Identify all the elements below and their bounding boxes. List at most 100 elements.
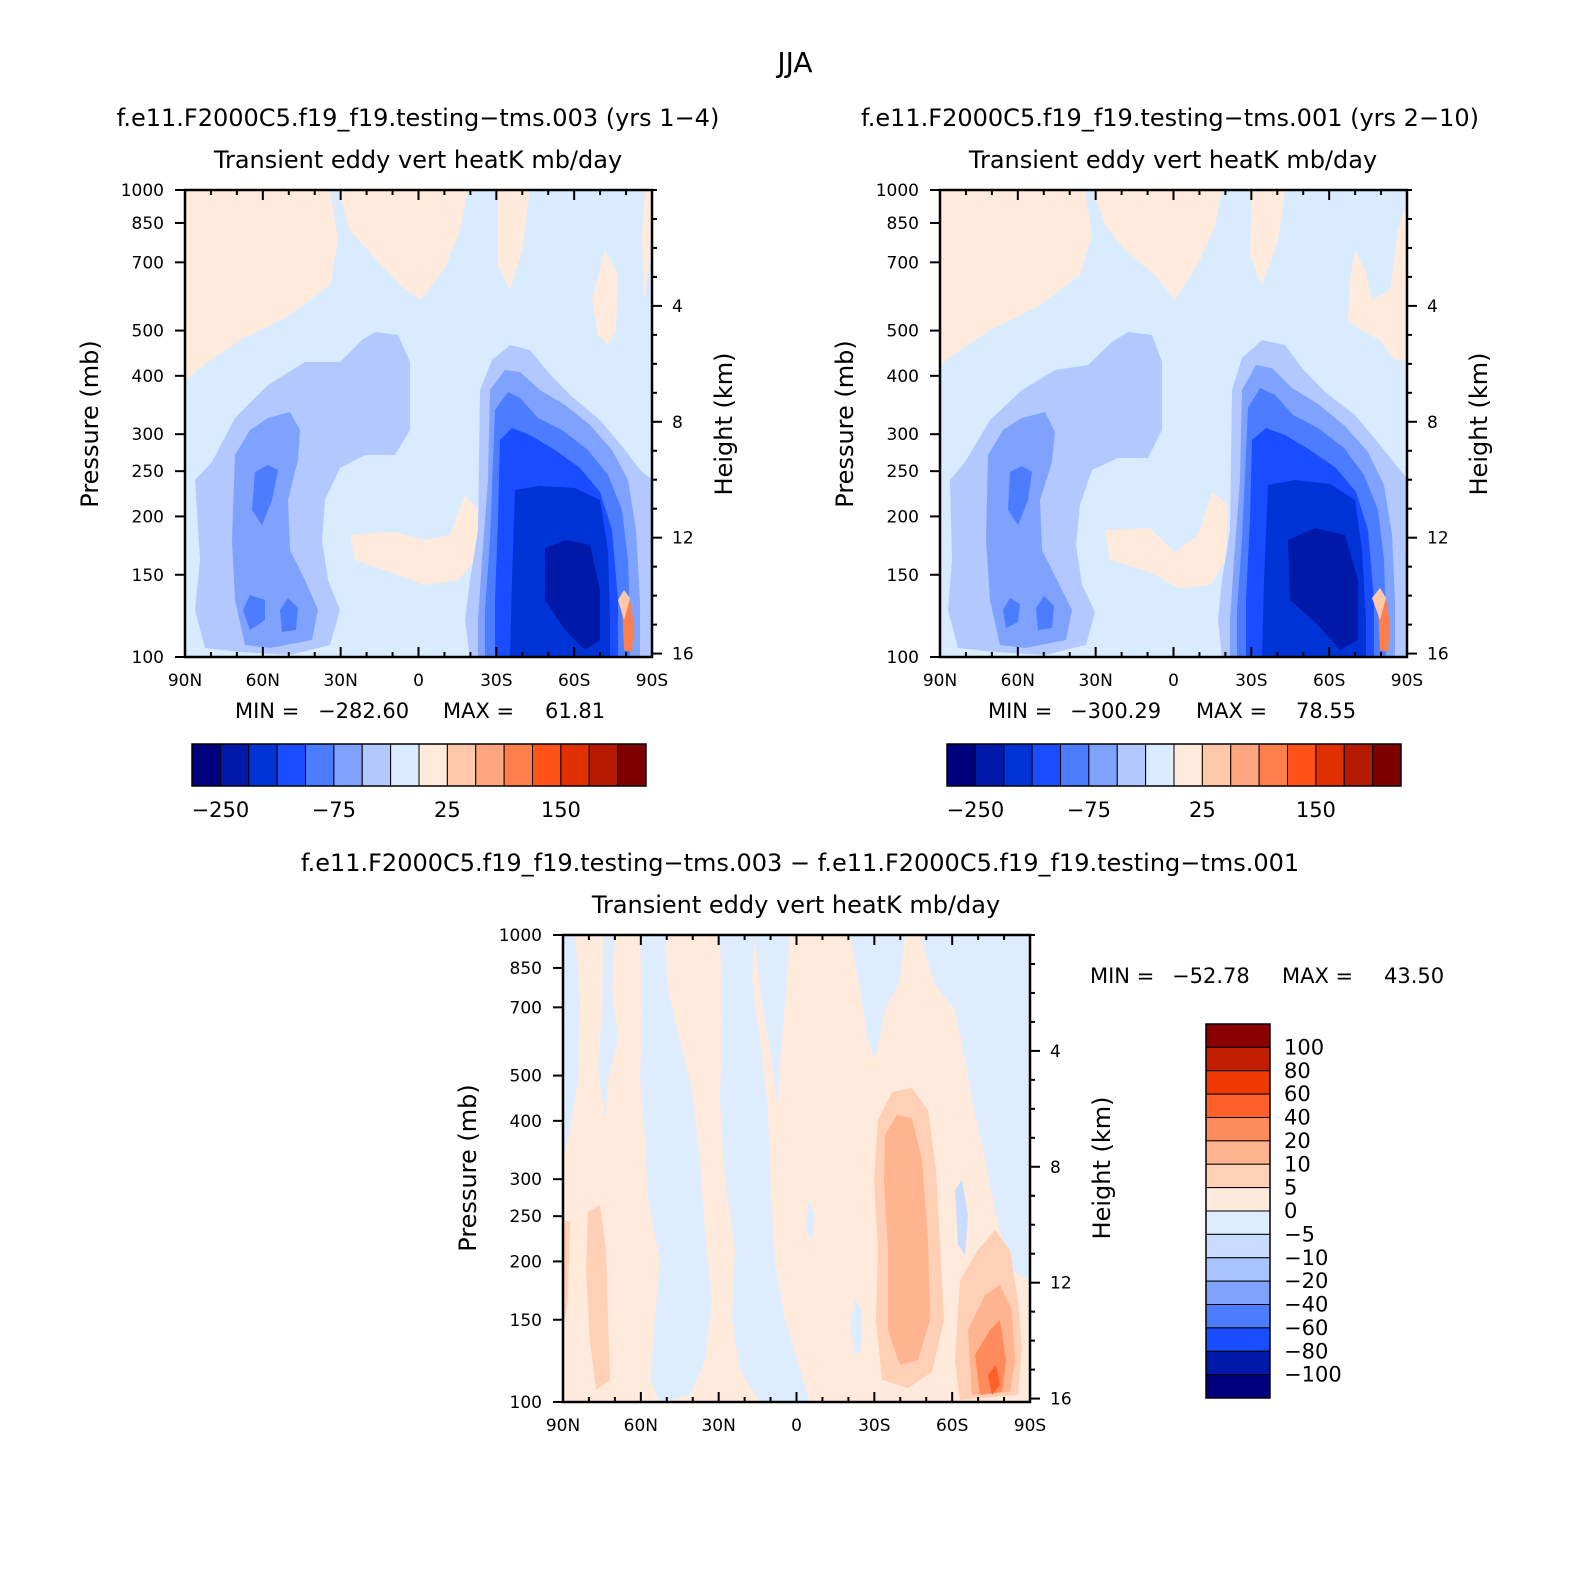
colorbar-swatch	[1343, 743, 1374, 787]
colorbar-swatch	[1205, 1257, 1271, 1282]
y-tick-label: 700	[887, 253, 919, 273]
contour-fill-pos-e	[642, 190, 652, 300]
colorbar-swatch	[1031, 743, 1061, 787]
colorbar-swatch	[1258, 743, 1288, 787]
x-tick-label: 30S	[480, 671, 512, 691]
colorbar-swatch	[1205, 1280, 1271, 1305]
colorbar-swatch	[1060, 743, 1090, 787]
x-tick-label: 90N	[923, 671, 957, 691]
colorbar-swatch	[475, 743, 505, 787]
colorbar-tick-label: −75	[312, 798, 356, 822]
panel-2: f.e11.F2000C5.f19_f19.testing−tms.001 (y…	[831, 104, 1493, 822]
contour-fill-neg-band4	[720, 935, 810, 1402]
colorbar-tick-label: −5	[1284, 1222, 1315, 1246]
x-tick-label: 90S	[1391, 671, 1423, 691]
y-tick-label: 700	[510, 998, 542, 1018]
contour-fill-pos-n	[1093, 190, 1222, 300]
x-tick-label: 30S	[1235, 671, 1267, 691]
colorbar-swatch	[219, 743, 250, 787]
colorbar-frame	[946, 743, 1402, 787]
panel-3-title: f.e11.F2000C5.f19_f19.testing−tms.003 − …	[301, 849, 1299, 877]
y-tick-label: 500	[132, 322, 164, 342]
colorbar-swatch	[390, 743, 420, 787]
contour-fill-pos-mid	[1105, 492, 1228, 588]
panel-1-ylabel: Pressure (mb)	[76, 340, 104, 507]
colorbar-swatch	[1003, 743, 1033, 787]
colorbar-tick-label: 100	[1284, 1035, 1324, 1059]
contour-fill-neg-band7	[920, 935, 1030, 1280]
colorbar-swatch	[1205, 1070, 1271, 1095]
colorbar-swatch	[1205, 1093, 1271, 1118]
y-tick-label: 850	[510, 959, 542, 979]
panel-2-min-value: −300.29	[1070, 699, 1161, 723]
y-tick-label: 100	[510, 1393, 542, 1413]
x-tick-label: 60N	[624, 1416, 658, 1436]
y-right-tick-label: 8	[1427, 413, 1438, 433]
y-tick-label: 850	[132, 214, 164, 234]
y-tick-label: 200	[510, 1252, 542, 1272]
panel-3: f.e11.F2000C5.f19_f19.testing−tms.003 − …	[301, 849, 1444, 1436]
contour-fill-n100-east	[545, 540, 600, 650]
colorbar-swatch	[1205, 1117, 1271, 1142]
colorbar-tick-label: −75	[1067, 798, 1111, 822]
y-tick-label: 400	[887, 367, 919, 387]
y-tick-label: 200	[132, 507, 164, 527]
panel-3-ylabel: Pressure (mb)	[454, 1084, 482, 1251]
contour-fill-n40-west-low	[243, 595, 265, 630]
colorbar-swatch	[617, 743, 647, 787]
colorbar-swatch	[1205, 1233, 1271, 1259]
colorbar-tick-label: 5	[1284, 1176, 1297, 1200]
contour-fill-pos5-west	[586, 1205, 610, 1390]
x-tick-label: 30N	[701, 1416, 735, 1436]
x-tick-label: 0	[791, 1416, 802, 1436]
y-tick-label: 100	[132, 648, 164, 668]
contour-fill-neg-small2	[806, 1200, 815, 1240]
contour-fill-neg-band5	[755, 935, 790, 1110]
panel-3-min-value: −52.78	[1172, 964, 1250, 988]
contour-fill-pos-ne	[592, 250, 618, 345]
panel-3-axes: 90N 60N 30N 0 30S 60S 90S 100 150 200 250 300 400 500…	[499, 926, 1072, 1436]
contour-fill-n100-east	[1288, 528, 1358, 650]
y-tick-label: 250	[887, 462, 919, 482]
y-right-tick-label: 16	[672, 645, 694, 665]
panel-2-axes: 90N 60N 30N 0 30S 60S 90S 100 150 200 250 300 400 500…	[876, 181, 1449, 691]
colorbar-swatch	[1315, 743, 1345, 787]
x-tick-label: 30S	[858, 1416, 890, 1436]
x-tick-label: 90S	[1014, 1416, 1046, 1436]
panel-1-contours	[185, 190, 652, 657]
contour-fill-neg-small	[850, 1300, 862, 1355]
colorbar-tick-label: 150	[1296, 798, 1336, 822]
colorbar-swatch	[1372, 743, 1402, 787]
y-tick-label: 400	[510, 1112, 542, 1132]
y-right-tick-label: 8	[672, 413, 683, 433]
colorbar-swatch	[1205, 1210, 1271, 1235]
contour-fill-n40-west	[252, 465, 278, 525]
colorbar-swatch	[248, 743, 278, 787]
panel-1-max-value: 61.81	[545, 699, 605, 723]
contour-fill-neg-n5	[955, 1180, 968, 1255]
panel-2-title: f.e11.F2000C5.f19_f19.testing−tms.001 (y…	[861, 104, 1479, 132]
x-tick-label: 0	[413, 671, 424, 691]
colorbar-swatch	[1205, 1350, 1271, 1376]
colorbar-swatch	[276, 743, 306, 787]
panel-3-max-label: MAX =	[1282, 964, 1353, 988]
contour-fill-n20-west	[986, 412, 1072, 648]
y-tick-label: 250	[510, 1207, 542, 1227]
colorbar-tick-label: 40	[1284, 1106, 1311, 1130]
colorbar-swatch	[1145, 743, 1175, 787]
colorbar-swatch	[1173, 743, 1203, 787]
contour-fill-neg-band1	[563, 935, 580, 1160]
colorbar-swatch	[1205, 1304, 1271, 1329]
figure-title: JJA	[775, 46, 812, 79]
panel-1-subtitle: Transient eddy vert heatK mb/day	[213, 146, 622, 174]
colorbar-tick-label: −250	[947, 798, 1005, 822]
x-tick-label: 90S	[636, 671, 668, 691]
colorbar-swatch	[588, 743, 619, 787]
panel-1-colorbar: −250 −75 25 150	[191, 743, 647, 822]
contour-fill-neg-band6	[850, 935, 905, 1060]
x-tick-label: 60S	[1313, 671, 1345, 691]
colorbar-swatch	[1205, 1023, 1271, 1048]
y-tick-label: 1000	[876, 181, 919, 201]
